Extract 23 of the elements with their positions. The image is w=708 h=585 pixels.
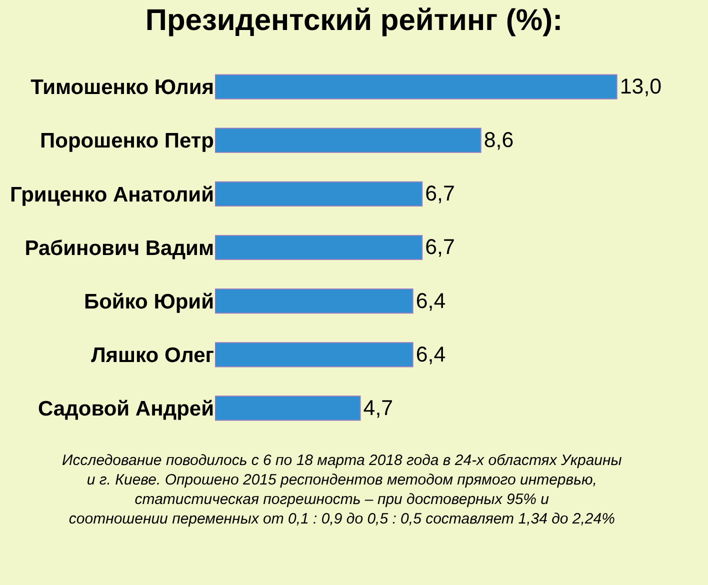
bar — [215, 74, 618, 100]
data-label: 6,7 — [425, 182, 455, 206]
bar — [215, 342, 414, 368]
y-tick-label: Садовой Андрей — [38, 398, 214, 421]
data-label: 6,7 — [425, 235, 455, 260]
bar — [215, 396, 361, 421]
bar — [215, 234, 423, 260]
bar — [215, 181, 423, 206]
chart-title: Президентский рейтинг (%): — [145, 4, 563, 37]
y-tick-label: Порошенко Петр — [40, 130, 214, 153]
bar — [215, 128, 482, 153]
y-tick-label: Бойко Юрий — [84, 290, 214, 314]
text: Исследование поводилось с 6 по 18 марта 2018 года в 24-х областях Украины и г. Киеве. Опрошено 2015 респондентов методом прямого интервью, статистическая погрешность – при достоверных 95% и соотношении переменных от 0,1 : 0,9 до 0,5 : 0,5 составляет 1,34 до 2,24% — [62, 452, 622, 528]
data-label: 4,7 — [363, 396, 394, 420]
y-tick-label: Гриценко Анатолий — [10, 183, 214, 206]
data-label: 8,6 — [484, 128, 514, 152]
data-label: 13,0 — [620, 74, 662, 98]
y-tick-label: Ляшко Олег — [91, 344, 214, 367]
bar — [215, 288, 414, 314]
data-label: 6,4 — [416, 342, 446, 366]
data-label: 6,4 — [416, 288, 446, 313]
y-tick-label: Рабинович Вадим — [24, 236, 214, 260]
y-tick-label: Тимошенко Юлия — [30, 76, 214, 100]
